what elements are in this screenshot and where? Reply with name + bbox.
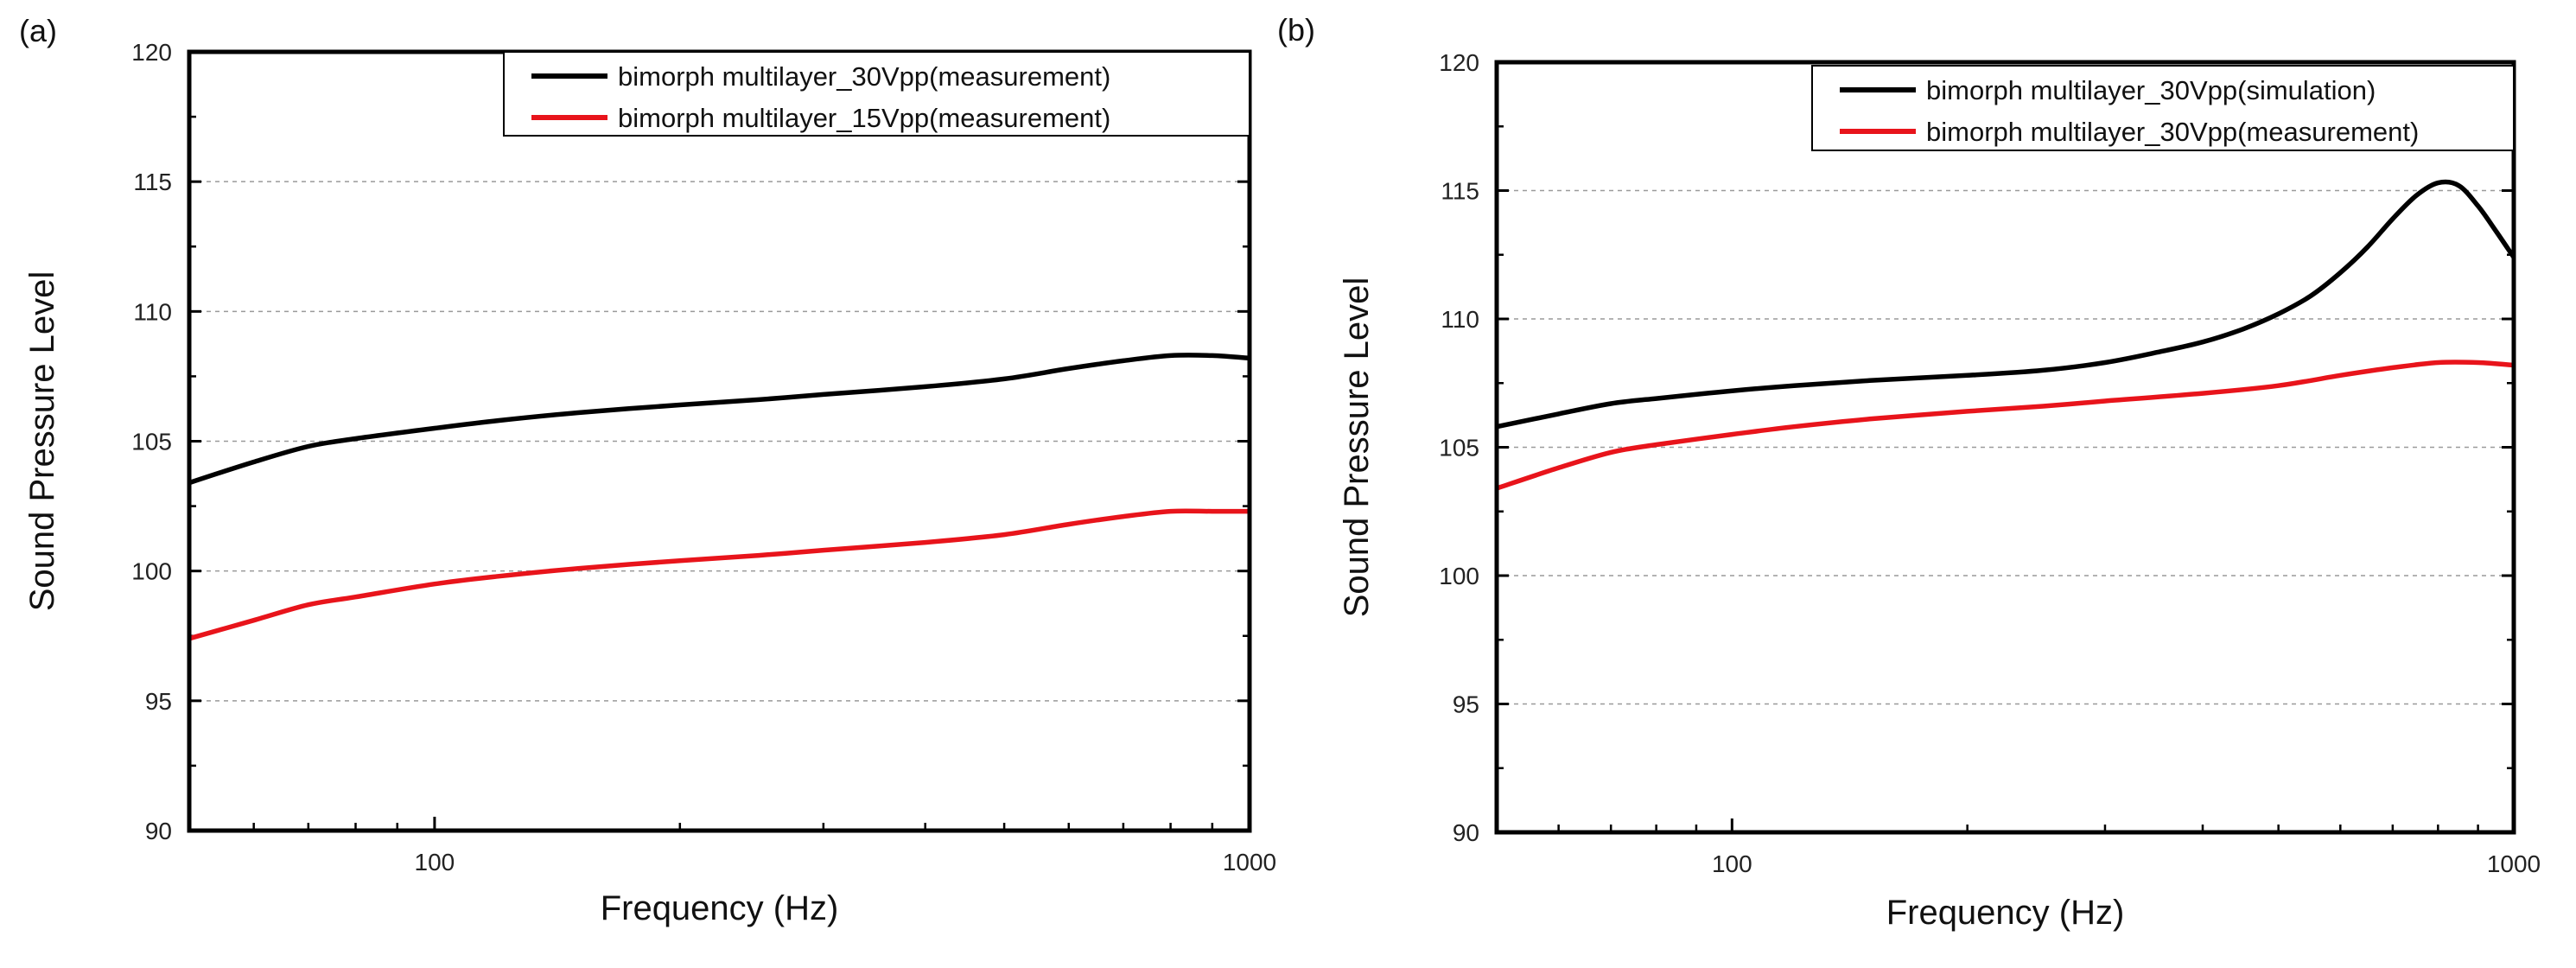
x-tick-label: 1000 — [1223, 849, 1276, 876]
legend-label-1: bimorph multilayer_30Vpp(simulation) — [1926, 75, 2376, 105]
y-axis-title: Sound Pressure Level — [1338, 277, 1376, 618]
series-line-1 — [1496, 179, 2516, 430]
x-tick-label: 100 — [1712, 850, 1752, 877]
y-tick-label: 120 — [131, 39, 172, 66]
panel-label: (a) — [19, 13, 57, 48]
x-axis-title: Frequency (Hz) — [601, 889, 839, 927]
x-axis-title: Frequency (Hz) — [1886, 894, 2125, 932]
y-tick-label: 90 — [145, 818, 172, 844]
y-tick-label: 90 — [1453, 819, 1479, 846]
y-tick-label: 110 — [1441, 306, 1479, 333]
y-tick-label: 105 — [131, 429, 172, 455]
y-tick-label: 115 — [133, 169, 172, 195]
y-axis-title: Sound Pressure Level — [23, 271, 61, 612]
legend-box — [503, 51, 1250, 137]
chart-panel-b: 90 95 100 105 110 115 120 100 1000 bimorph multil… — [1277, 12, 2541, 932]
panel-label: (b) — [1277, 12, 1315, 48]
legend-box — [1811, 65, 2515, 151]
y-tick-label: 100 — [131, 558, 172, 585]
y-tick-label: 100 — [1439, 563, 1479, 589]
legend-label-2: bimorph multilayer_15Vpp(measurement) — [618, 103, 1110, 133]
series-line-1 — [188, 353, 1250, 486]
y-tick-label: 110 — [133, 298, 172, 325]
series-line-2 — [188, 508, 1250, 641]
y-tick-label: 95 — [1453, 691, 1479, 718]
y-tick-label: 105 — [1439, 435, 1479, 462]
y-tick-label: 120 — [1439, 49, 1479, 76]
legend-label-2: bimorph multilayer_30Vpp(measurement) — [1926, 117, 2419, 147]
plot-frame — [1494, 60, 2516, 835]
legend-label-1: bimorph multilayer_30Vpp(measurement) — [618, 61, 1110, 92]
series-line-2 — [1496, 360, 2515, 491]
y-tick-label: 95 — [145, 688, 172, 715]
x-tick-label: 1000 — [2487, 850, 2541, 877]
x-tick-label: 100 — [415, 849, 455, 876]
y-tick-label: 115 — [1441, 178, 1479, 205]
chart-panel-a: 90 95 100 105 110 115 120 100 1000 bimorph multil… — [19, 13, 1276, 927]
